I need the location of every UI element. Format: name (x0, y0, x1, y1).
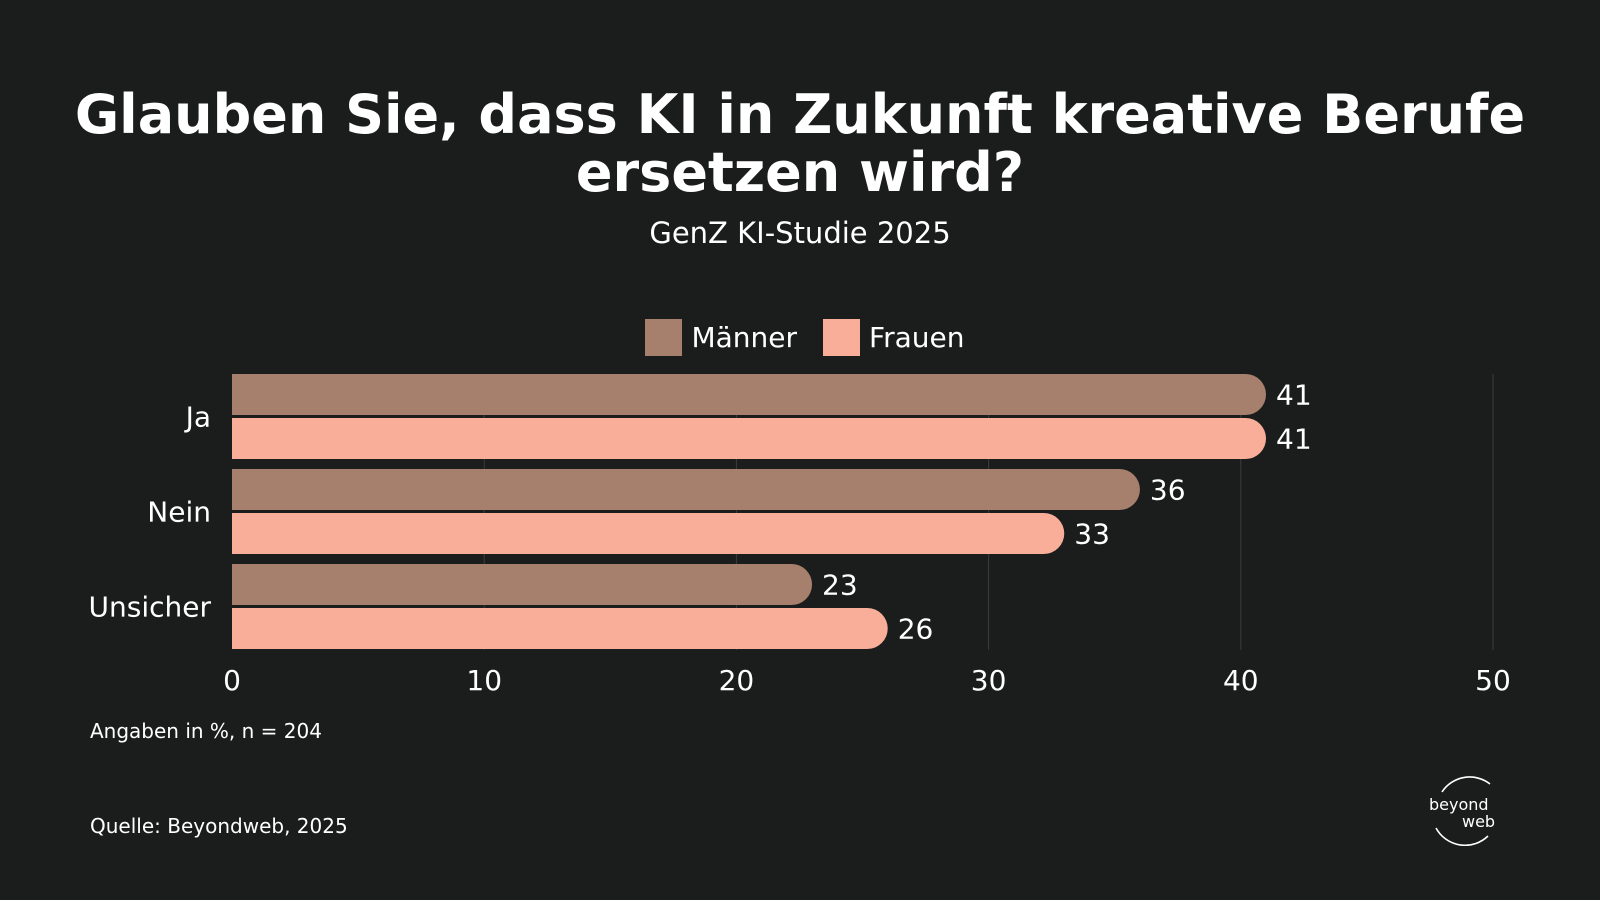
x-tick-label: 30 (971, 664, 1007, 697)
legend: Männer Frauen (0, 319, 1600, 356)
source-note: Quelle: Beyondweb, 2025 (90, 814, 348, 838)
data-label: 26 (898, 613, 934, 646)
x-tick-label: 10 (466, 664, 502, 697)
x-tick-label: 50 (1475, 664, 1511, 697)
data-label: 41 (1276, 379, 1312, 412)
bar-ja-frauen (232, 418, 1267, 459)
x-tick-label: 20 (719, 664, 755, 697)
category-label-nein: Nein (147, 496, 211, 529)
legend-item-maenner: Männer (645, 319, 797, 356)
logo-text-line1: beyond (1429, 795, 1489, 814)
legend-label-frauen: Frauen (869, 321, 965, 354)
legend-swatch-maenner (645, 319, 683, 356)
legend-swatch-frauen (823, 319, 861, 356)
bar-ja-maenner (232, 374, 1267, 415)
bar-unsicher-maenner (232, 564, 813, 605)
category-label-unsicher: Unsicher (89, 591, 212, 624)
bar-nein-frauen (232, 513, 1065, 554)
data-label: 36 (1150, 474, 1186, 507)
chart-subtitle: GenZ KI-Studie 2025 (649, 216, 951, 250)
x-tick-label: 40 (1223, 664, 1259, 697)
data-label: 33 (1074, 518, 1110, 551)
chart-title: Glauben Sie, dass KI in Zukunft kreative… (74, 83, 1526, 204)
legend-item-frauen: Frauen (823, 319, 965, 356)
x-tick-label: 0 (223, 664, 241, 697)
category-label-ja: Ja (184, 401, 211, 434)
logo-text-line2: web (1462, 812, 1495, 831)
data-label: 41 (1276, 423, 1312, 456)
bar-unsicher-frauen (232, 608, 888, 649)
bar-nein-maenner (232, 469, 1140, 510)
beyondweb-logo: beyond web (1428, 776, 1514, 847)
sample-note: Angaben in %, n = 204 (90, 719, 322, 743)
legend-label-maenner: Männer (691, 321, 798, 354)
data-label: 23 (822, 569, 858, 602)
